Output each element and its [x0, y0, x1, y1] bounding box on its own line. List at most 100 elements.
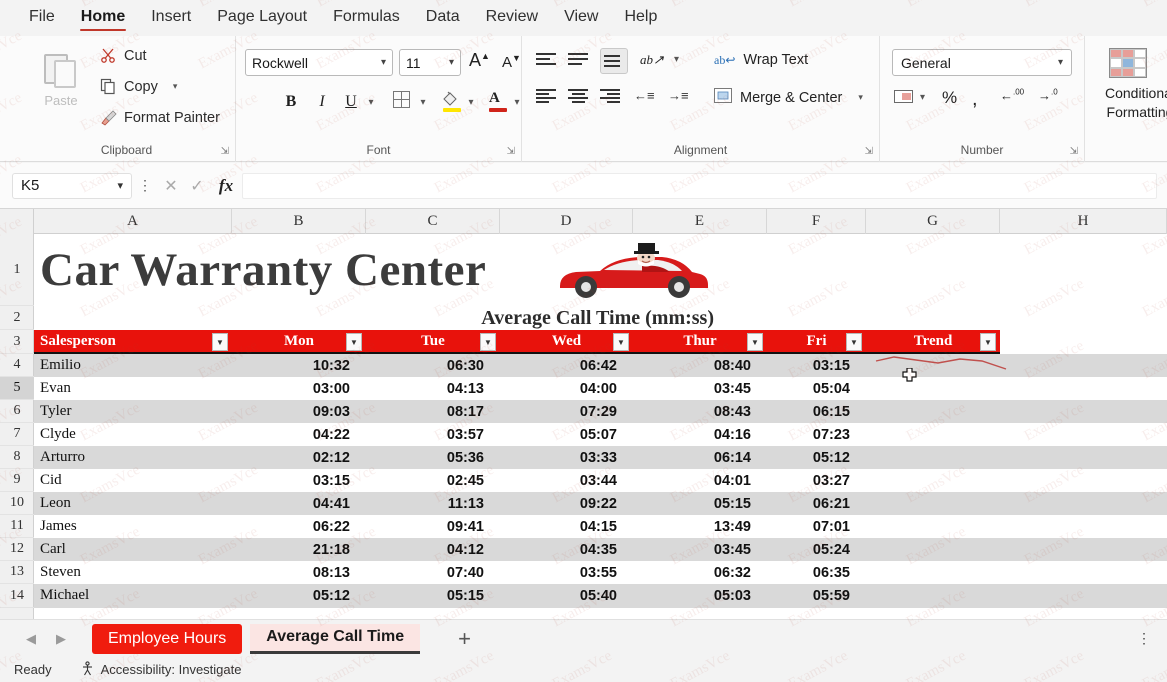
column-header-H[interactable]: H	[1000, 209, 1167, 234]
cell-tue[interactable]: 07:40	[446, 564, 484, 581]
filter-dropdown-wed[interactable]: ▼	[613, 333, 629, 351]
decrease-indent-button[interactable]: ←≡	[634, 88, 655, 103]
paste-button[interactable]: Paste	[30, 46, 92, 124]
increase-font-size-button[interactable]: A▲	[469, 50, 490, 70]
chevron-down-icon[interactable]: ▾	[172, 81, 178, 91]
chevron-down-icon[interactable]: ▾	[514, 96, 520, 108]
cell-wed[interactable]: 03:44	[579, 472, 617, 489]
insert-function-button[interactable]: fx	[210, 176, 242, 196]
row-header-7[interactable]: 7	[0, 423, 34, 446]
row-header-14[interactable]: 14	[0, 584, 34, 608]
cell-tue[interactable]: 04:13	[446, 380, 484, 397]
cell-fri[interactable]: 05:04	[812, 380, 850, 397]
cut-button[interactable]: Cut	[100, 47, 147, 64]
cell-mon[interactable]: 08:13	[312, 564, 350, 581]
cell-tue[interactable]: 02:45	[446, 472, 484, 489]
cell-wed[interactable]: 06:42	[579, 357, 617, 374]
cell-thur[interactable]: 13:49	[713, 518, 751, 535]
select-all-corner[interactable]	[0, 209, 34, 234]
cell-mon[interactable]: 06:22	[312, 518, 350, 535]
cell-fri[interactable]: 06:21	[812, 495, 850, 512]
row-header-10[interactable]: 10	[0, 492, 34, 515]
column-header-F[interactable]: F	[767, 209, 866, 234]
bold-button[interactable]: B	[280, 88, 302, 116]
cell-wed[interactable]: 05:07	[579, 426, 617, 443]
cell-fri[interactable]: 05:59	[812, 587, 850, 604]
filter-dropdown-trend[interactable]: ▼	[980, 333, 996, 351]
cell-mon[interactable]: 03:15	[312, 472, 350, 489]
cell-salesperson[interactable]: Evan	[40, 380, 71, 396]
filter-dropdown-salesperson[interactable]: ▼	[212, 333, 228, 351]
formula-input[interactable]	[242, 172, 1157, 199]
font-color-button[interactable]: A	[484, 88, 510, 116]
ribbon-tab-insert[interactable]: Insert	[140, 4, 202, 32]
cell-wed[interactable]: 09:22	[579, 495, 617, 512]
table-row[interactable]: Arturro 02:12 05:36 03:33 06:14 05:12	[34, 446, 1167, 469]
cell-thur[interactable]: 05:15	[713, 495, 751, 512]
cell-tue[interactable]: 11:13	[447, 495, 484, 512]
cell-thur[interactable]: 06:14	[713, 449, 751, 466]
cell-thur[interactable]: 08:40	[713, 357, 751, 374]
cell-tue[interactable]: 08:17	[446, 403, 484, 420]
add-sheet-button[interactable]: +	[458, 626, 471, 652]
format-painter-button[interactable]: Format Painter	[100, 109, 220, 126]
filter-dropdown-mon[interactable]: ▼	[346, 333, 362, 351]
cell-mon[interactable]: 05:12	[312, 587, 350, 604]
increase-indent-button[interactable]: →≡	[668, 88, 689, 103]
chevron-down-icon[interactable]: ▾	[858, 92, 863, 102]
row-header-9[interactable]: 9	[0, 469, 34, 492]
row-header-5[interactable]: 5	[0, 377, 34, 400]
chevron-down-icon[interactable]: ▾	[420, 96, 426, 108]
cell-thur[interactable]: 03:45	[713, 380, 751, 397]
next-sheet-icon[interactable]: ▶	[56, 630, 66, 646]
cell-wed[interactable]: 03:33	[579, 449, 617, 466]
ribbon-tab-file[interactable]: File	[18, 4, 66, 32]
cell-salesperson[interactable]: Arturro	[40, 449, 85, 465]
column-header-D[interactable]: D	[500, 209, 633, 234]
row-header-4[interactable]: 4	[0, 354, 34, 377]
row-header-2[interactable]: 2	[0, 306, 34, 330]
filter-dropdown-fri[interactable]: ▼	[846, 333, 862, 351]
align-center-button[interactable]	[568, 88, 588, 103]
cell-mon[interactable]: 02:12	[312, 449, 350, 466]
align-top-button[interactable]	[536, 52, 556, 67]
align-middle-button[interactable]	[568, 52, 588, 67]
column-header-C[interactable]: C	[366, 209, 500, 234]
row-header-12[interactable]: 12	[0, 538, 34, 561]
conditional-formatting-button[interactable]: Conditional Formatting	[1085, 36, 1167, 162]
chevron-down-icon[interactable]: ▾	[468, 96, 474, 108]
ribbon-tab-help[interactable]: Help	[613, 4, 668, 32]
ribbon-tab-home[interactable]: Home	[70, 4, 136, 32]
cell-tue[interactable]: 09:41	[446, 518, 484, 535]
cell-mon[interactable]: 03:00	[312, 380, 350, 397]
cell-tue[interactable]: 04:12	[446, 541, 484, 558]
table-row[interactable]: Cid 03:15 02:45 03:44 04:01 03:27	[34, 469, 1167, 492]
merge-center-button[interactable]: Merge & Center ▾	[714, 88, 863, 107]
chevron-down-icon[interactable]: ▾	[380, 57, 386, 68]
cell-fri[interactable]: 07:23	[812, 426, 850, 443]
cell-fri[interactable]: 03:15	[812, 357, 850, 374]
row-header-3[interactable]: 3	[0, 330, 34, 354]
ribbon-tab-formulas[interactable]: Formulas	[322, 4, 411, 32]
table-row[interactable]: Carl 21:18 04:12 04:35 03:45 05:24	[34, 538, 1167, 561]
column-header-G[interactable]: G	[866, 209, 1000, 234]
font-name-combobox[interactable]: Rockwell ▾	[245, 49, 393, 76]
cell-wed[interactable]: 03:55	[579, 564, 617, 581]
fill-color-button[interactable]	[438, 88, 464, 116]
confirm-entry-button[interactable]: ✓	[184, 176, 210, 196]
table-row[interactable]: James 06:22 09:41 04:15 13:49 07:01	[34, 515, 1167, 538]
cell-tue[interactable]: 03:57	[446, 426, 484, 443]
ribbon-tab-review[interactable]: Review	[475, 4, 549, 32]
cell-mon[interactable]: 04:22	[312, 426, 350, 443]
table-row[interactable]: Clyde 04:22 03:57 05:07 04:16 07:23	[34, 423, 1167, 446]
cell-salesperson[interactable]: James	[40, 518, 77, 534]
table-row[interactable]: Tyler 09:03 08:17 07:29 08:43 06:15	[34, 400, 1167, 423]
sheet-tab-average-call-time[interactable]: Average Call Time	[250, 623, 421, 654]
cell-mon[interactable]: 04:41	[312, 495, 350, 512]
row-header-13[interactable]: 13	[0, 561, 34, 584]
cell-salesperson[interactable]: Steven	[40, 564, 81, 580]
cell-wed[interactable]: 05:40	[579, 587, 617, 604]
cell-thur[interactable]: 08:43	[713, 403, 751, 420]
decrease-font-size-button[interactable]: A▼	[502, 53, 521, 71]
cell-thur[interactable]: 06:32	[713, 564, 751, 581]
